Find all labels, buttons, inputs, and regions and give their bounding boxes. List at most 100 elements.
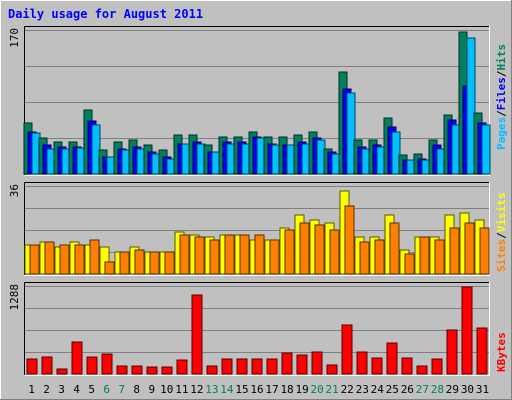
bar-sites-day-19: [299, 222, 310, 275]
bar-sites-day-7: [119, 251, 130, 275]
legend-kbytes: KBytes: [495, 332, 508, 372]
bar-sites-day-3: [59, 244, 70, 275]
panel-bars: [24, 190, 490, 275]
bar-sites-day-28: [434, 239, 445, 275]
bar-sites-day-31: [479, 227, 490, 275]
day-axis-labels: 1 2 3 4 5 6 7 8 9 10 11 12 13 14 15 16 17 18 19 20 21 22 23 24 2…: [28, 383, 489, 396]
bar-kbytes-day-2: [41, 356, 53, 375]
day-label-28: 28: [431, 383, 444, 396]
day-label-4: 4: [73, 383, 80, 396]
day-label-26: 26: [401, 383, 414, 396]
bar-sites-day-20: [314, 224, 325, 275]
bar-sites-day-15: [239, 234, 250, 275]
panel-bars: [23, 31, 491, 175]
day-label-2: 2: [43, 383, 50, 396]
bar-sites-day-4: [74, 244, 85, 275]
legend-separator: /: [495, 232, 508, 239]
panel-max-label: 36: [8, 184, 21, 197]
bar-sites-day-6: [104, 261, 115, 275]
chart-panels: 170 36 1288: [8, 26, 491, 376]
bar-kbytes-day-5: [86, 356, 98, 375]
legend-pages: Pages: [495, 117, 508, 150]
bar-kbytes-day-9: [146, 366, 158, 375]
bar-kbytes-day-16: [251, 358, 263, 375]
legend-separator: /: [495, 110, 508, 117]
day-label-16: 16: [250, 383, 263, 396]
bar-kbytes-day-31: [476, 327, 488, 375]
day-label-19: 19: [295, 383, 308, 396]
bar-kbytes-day-3: [56, 368, 68, 375]
legend-separator: /: [495, 70, 508, 77]
bar-kbytes-day-6: [101, 353, 113, 375]
bar-sites-day-25: [389, 222, 400, 275]
day-label-31: 31: [476, 383, 489, 396]
bar-sites-day-23: [359, 241, 370, 275]
day-label-11: 11: [175, 383, 188, 396]
day-label-24: 24: [371, 383, 385, 396]
bar-kbytes-day-8: [131, 365, 143, 375]
bar-kbytes-day-27: [416, 365, 428, 375]
bar-sites-day-2: [44, 241, 55, 275]
day-label-1: 1: [28, 383, 35, 396]
bar-kbytes-day-19: [296, 354, 308, 375]
chart-legends: Pages/Files/Hits Sites/Visits KBytes: [495, 44, 508, 372]
bar-kbytes-day-23: [356, 351, 368, 375]
bar-sites-day-26: [404, 253, 415, 275]
bar-sites-day-24: [374, 239, 385, 275]
bar-sites-day-27: [419, 236, 430, 275]
bar-kbytes-day-29: [446, 329, 458, 375]
day-label-20: 20: [311, 383, 324, 396]
bar-pages-day-30: [466, 37, 476, 175]
bar-kbytes-day-15: [236, 358, 248, 375]
bar-sites-day-13: [209, 239, 220, 275]
bar-kbytes-day-17: [266, 358, 278, 375]
bar-kbytes-day-13: [206, 365, 218, 375]
bar-kbytes-day-11: [176, 359, 188, 375]
panel-hits-files-pages: 170: [8, 26, 491, 176]
day-label-30: 30: [461, 383, 474, 396]
bar-kbytes-day-14: [221, 358, 233, 375]
day-label-9: 9: [148, 383, 155, 396]
bar-sites-day-14: [224, 234, 235, 275]
day-label-14: 14: [220, 383, 234, 396]
panel-max-label: 1288: [8, 284, 21, 311]
bar-kbytes-day-30: [461, 286, 473, 375]
day-label-15: 15: [235, 383, 248, 396]
day-label-8: 8: [133, 383, 140, 396]
legend-hits: Hits: [495, 44, 508, 71]
bar-pages-day-22: [346, 92, 356, 175]
panel-max-label: 170: [8, 28, 21, 48]
bar-sites-day-30: [464, 222, 475, 275]
bar-kbytes-day-22: [341, 324, 353, 375]
bar-sites-day-16: [254, 234, 265, 275]
bar-sites-day-29: [449, 227, 460, 275]
day-label-27: 27: [416, 383, 429, 396]
bar-sites-day-5: [89, 239, 100, 275]
day-label-17: 17: [265, 383, 278, 396]
bar-sites-day-21: [329, 229, 340, 275]
bar-kbytes-day-4: [71, 341, 83, 375]
bar-sites-day-17: [269, 239, 280, 275]
bar-sites-day-10: [164, 251, 175, 275]
chart-title: Daily usage for August 2011: [8, 7, 203, 21]
bar-kbytes-day-28: [431, 358, 443, 375]
bar-sites-day-8: [134, 249, 145, 275]
bar-kbytes-day-24: [371, 357, 383, 375]
day-label-13: 13: [205, 383, 218, 396]
legend-visits-sites: Sites/Visits: [495, 193, 508, 273]
bar-sites-day-18: [284, 229, 295, 275]
day-label-21: 21: [326, 383, 339, 396]
legend-visits: Visits: [495, 193, 508, 233]
bar-kbytes-day-12: [191, 294, 203, 375]
bar-kbytes-day-1: [26, 358, 38, 375]
day-label-10: 10: [160, 383, 173, 396]
bar-sites-day-22: [344, 205, 355, 275]
day-label-29: 29: [446, 383, 459, 396]
bar-sites-day-9: [149, 251, 160, 275]
panel-visits-sites: 36: [8, 182, 490, 276]
legend-hits-files-pages: Pages/Files/Hits: [495, 44, 508, 150]
bar-kbytes-day-18: [281, 352, 293, 375]
bar-sites-day-12: [194, 236, 205, 275]
